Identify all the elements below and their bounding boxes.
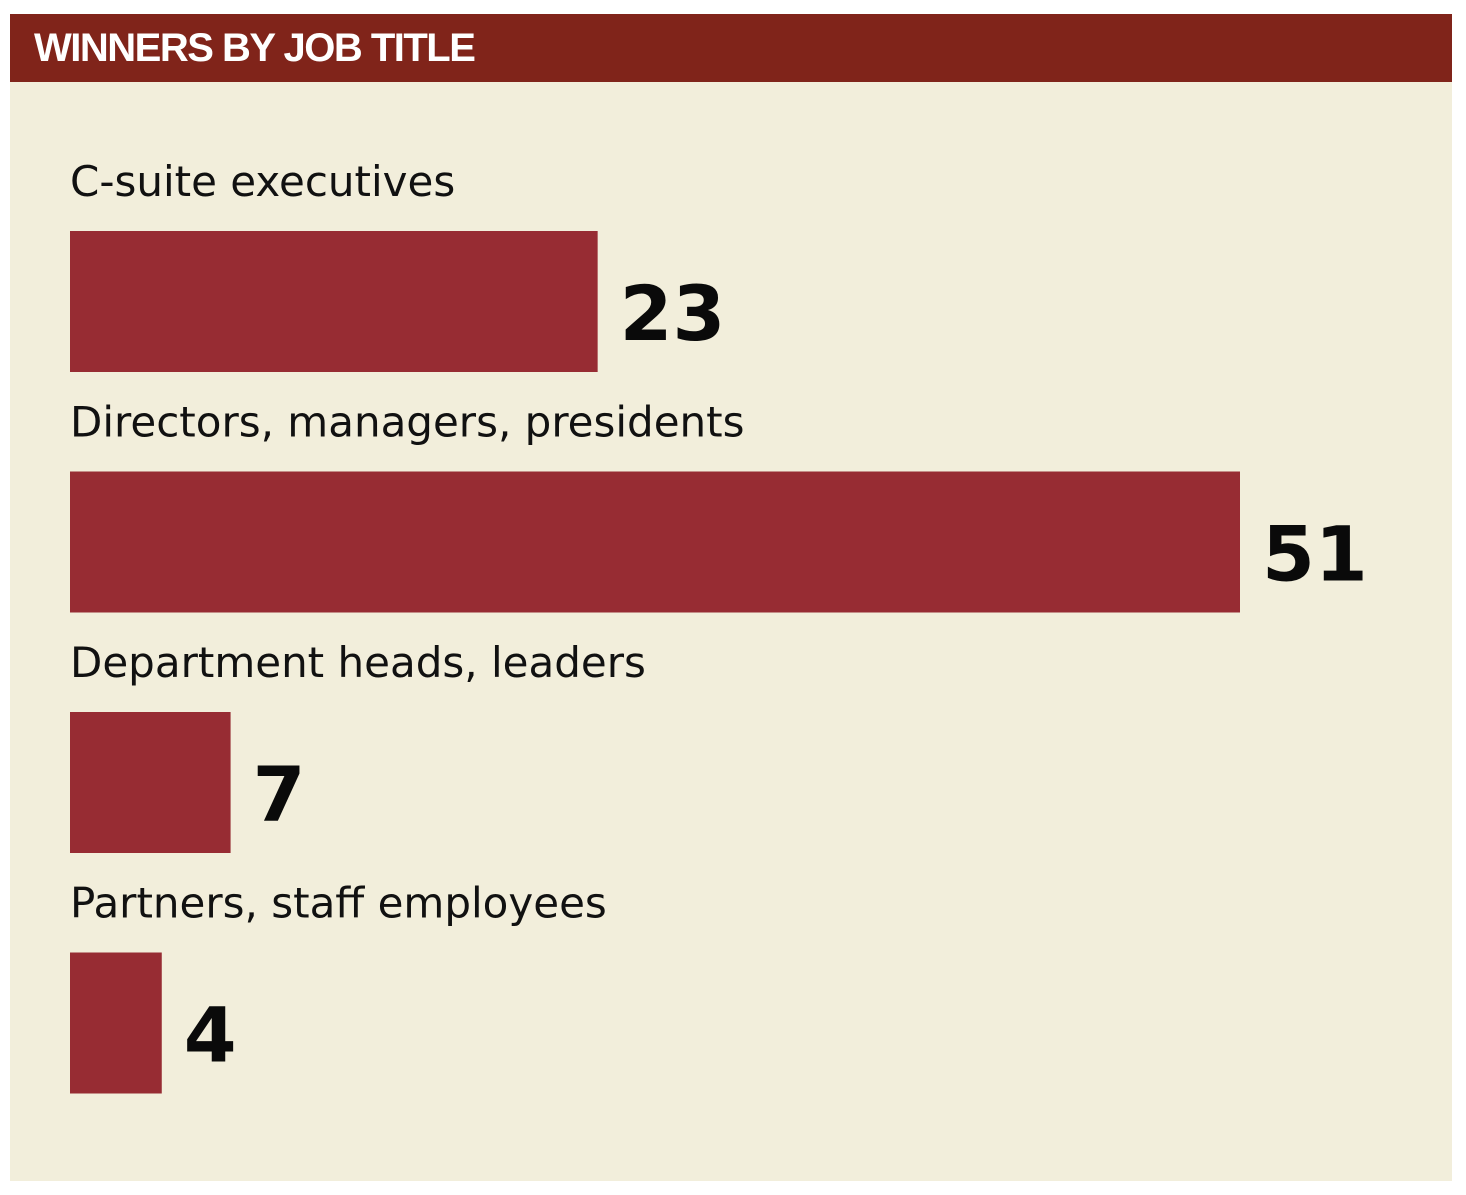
chart-panel: WINNERS BY JOB TITLE C-suite executives 2… xyxy=(10,14,1452,1181)
chart-title: WINNERS BY JOB TITLE xyxy=(34,26,476,70)
value-label: 7 xyxy=(253,750,306,839)
value-label: 23 xyxy=(620,269,726,358)
value-label: 4 xyxy=(184,991,237,1080)
bar xyxy=(70,471,1240,613)
category-label: Partners, staff employees xyxy=(70,879,607,928)
category-label: Department heads, leaders xyxy=(70,638,646,687)
bar xyxy=(70,712,231,853)
bar-chart: C-suite executives 23 Directors, managers,… xyxy=(70,157,1368,1094)
category-label: Directors, managers, presidents xyxy=(70,398,745,447)
bar xyxy=(70,231,598,372)
value-label: 51 xyxy=(1262,510,1368,599)
category-label: C-suite executives xyxy=(70,157,455,206)
chart-header: WINNERS BY JOB TITLE xyxy=(10,14,1452,82)
bar xyxy=(70,952,162,1094)
